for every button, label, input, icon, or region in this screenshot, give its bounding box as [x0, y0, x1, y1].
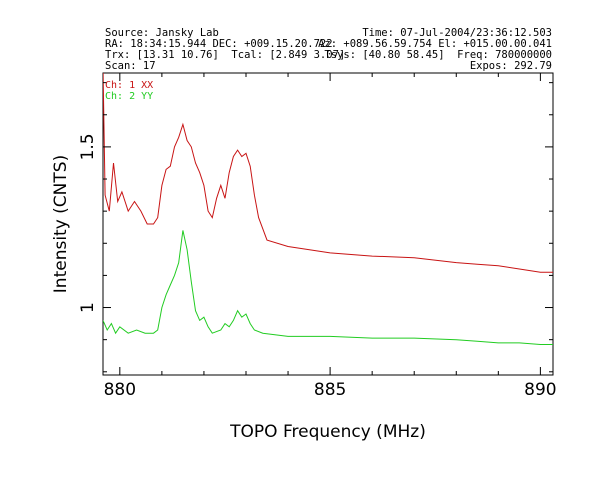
header-source: Source: Jansky Lab — [105, 27, 219, 39]
series-line-2 — [103, 230, 553, 345]
y-axis-title: Intensity (CNTS) — [51, 155, 71, 293]
legend-entry-1: Ch: 1 XX — [105, 80, 153, 91]
x-tick-label: 880 — [104, 380, 136, 400]
y-tick-label: 1 — [78, 302, 98, 313]
header-ra-dec: RA: 18:34:15.944 DEC: +009.15.20.722 — [105, 38, 333, 50]
header-trx-tcal: Trx: [13.31 10.76] Tcal: [2.849 3.07] — [105, 49, 346, 61]
header-time: Time: 07-Jul-2004/23:36:12.503 — [362, 27, 552, 39]
series-line-1 — [103, 73, 553, 273]
legend-entry-2: Ch: 2 YY — [105, 91, 153, 102]
header-expos: Expos: 292.79 — [469, 60, 552, 72]
x-axis-title: TOPO Frequency (MHz) — [229, 422, 426, 442]
series-layer — [103, 73, 553, 345]
ticks-layer: 880 885 890 1 1.5 — [78, 73, 557, 400]
x-tick-label: 885 — [314, 380, 346, 400]
x-tick-label: 890 — [524, 380, 556, 400]
header-tsys-freq: Tsys: [40.80 58.45] Freq: 780000000 — [324, 49, 552, 61]
y-tick-label: 1.5 — [78, 133, 98, 160]
header-az-el: Az: +089.56.59.754 El: +015.00.00.041 — [318, 38, 552, 50]
plot-frame — [102, 72, 554, 376]
header-scan: Scan: 17 — [105, 60, 156, 72]
